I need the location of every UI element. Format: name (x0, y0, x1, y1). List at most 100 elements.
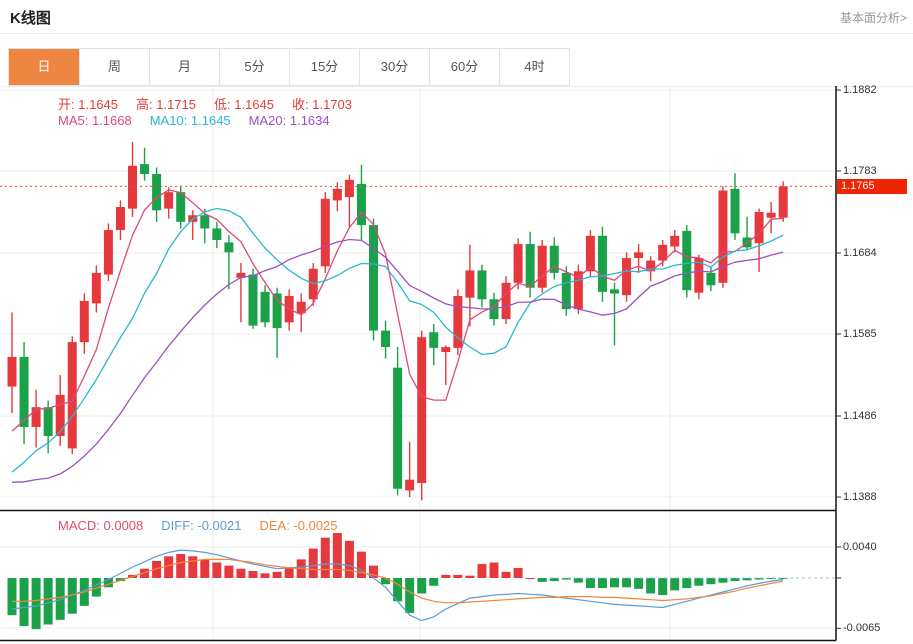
macd-bar (561, 578, 571, 580)
tab-period-2[interactable]: 月 (149, 49, 219, 85)
candle-body (766, 212, 776, 218)
candle-body (224, 242, 234, 253)
candle-body (610, 289, 619, 294)
macd-bar (573, 578, 583, 583)
ma-legend: MA5: 1.1668 MA10: 1.1645 MA20: 1.1634 (58, 113, 348, 128)
candle-body (634, 252, 644, 259)
candle-body (79, 300, 89, 343)
macd-bar (344, 540, 354, 578)
macd-bar (513, 567, 523, 578)
ohlc-legend: 开: 1.1645 高: 1.1715 低: 1.1645 收: 1.1703 (58, 94, 370, 113)
macd-bar (103, 578, 113, 588)
macd-bar (429, 578, 439, 586)
candle-body (152, 174, 162, 211)
ma-legend-item-0: MA5: 1.1668 (58, 113, 132, 128)
candle-body (754, 211, 764, 244)
candle-body (646, 260, 656, 272)
macd-bar (610, 578, 619, 588)
candle-body (200, 215, 210, 229)
macd-bar (465, 575, 475, 578)
macd-bar (19, 578, 29, 627)
tab-period-5[interactable]: 30分 (359, 49, 429, 85)
macd-bar (91, 578, 101, 597)
candle-body (67, 342, 77, 449)
macd-legend: MACD: 0.0008 DIFF: -0.0021 DEA: -0.0025 (58, 518, 356, 533)
candle-body (537, 245, 547, 288)
macd-bar (766, 578, 776, 579)
price-axis-label-5: 1.1388 (843, 491, 877, 503)
macd-bar (585, 578, 595, 589)
price-axis-label-0: 1.1882 (843, 84, 877, 96)
candle-body (55, 394, 65, 437)
macd-bar (140, 568, 150, 578)
ma-legend-item-2: MA20: 1.1634 (248, 113, 330, 128)
macd-bar (778, 578, 788, 579)
candle-body (501, 282, 511, 320)
header-divider (0, 33, 913, 34)
macd-legend-item-2: DEA: -0.0025 (259, 518, 338, 533)
tab-period-7[interactable]: 4时 (499, 49, 569, 85)
candle-body (658, 244, 668, 261)
macd-bar (453, 574, 463, 578)
tab-period-4[interactable]: 15分 (289, 49, 359, 85)
macd-bar (152, 560, 162, 578)
candle-body (260, 291, 270, 323)
candle-body (43, 407, 53, 437)
tab-period-0[interactable]: 日 (9, 49, 79, 85)
macd-bar (754, 578, 764, 580)
ohlc-legend-item-1: 高: 1.1715 (136, 97, 196, 112)
ohlc-legend-item-2: 低: 1.1645 (214, 97, 274, 112)
candle-body (320, 198, 330, 267)
candle-body (103, 230, 113, 275)
macd-axis-label-0: 0.0040 (843, 541, 877, 553)
candle-body (730, 188, 740, 234)
macd-bar (236, 568, 246, 578)
candle-body (694, 258, 704, 293)
candle-body (332, 188, 342, 201)
macd-bar (597, 578, 607, 589)
candle-body (296, 301, 306, 314)
candle-body (573, 271, 583, 310)
price-axis-label-2: 1.1684 (843, 247, 877, 259)
candle-body (236, 272, 246, 278)
candle-body (622, 258, 632, 296)
macd-bar (670, 578, 680, 591)
candle-body (381, 330, 391, 348)
macd-bar (43, 578, 53, 625)
candle-body (176, 192, 186, 222)
tab-period-3[interactable]: 5分 (219, 49, 289, 85)
macd-bar (248, 571, 258, 578)
price-axis-label-4: 1.1486 (843, 410, 877, 422)
macd-bar (549, 578, 559, 582)
macd-bar (7, 578, 17, 616)
macd-legend-item-1: DIFF: -0.0021 (161, 518, 242, 533)
ma5-line (11, 189, 784, 432)
macd-bar (525, 578, 535, 579)
macd-bar (718, 578, 728, 583)
candle-body (706, 272, 716, 286)
macd-bar (682, 578, 692, 589)
macd-axis-label-1: -0.0065 (843, 622, 881, 635)
macd-diff-line (11, 549, 784, 622)
candle-body (682, 230, 692, 291)
page-title: K线图 (10, 10, 51, 27)
tab-period-6[interactable]: 60分 (429, 49, 499, 85)
ohlc-legend-item-0: 开: 1.1645 (58, 97, 118, 112)
macd-bar (332, 533, 342, 578)
candle-body (344, 179, 354, 198)
candle-body (128, 165, 137, 209)
candle-body (19, 356, 29, 427)
price-axis-label-1: 1.1783 (843, 165, 877, 177)
candle-body (549, 245, 559, 273)
macd-bar (115, 578, 125, 582)
tab-period-1[interactable]: 周 (79, 49, 149, 85)
fundamental-analysis-link[interactable]: 基本面分析> (839, 11, 907, 25)
macd-bar (417, 578, 427, 594)
candle-body (670, 235, 680, 247)
candle-body (164, 192, 174, 209)
macd-bar (55, 578, 65, 620)
macd-bar (634, 578, 644, 589)
macd-bar (200, 559, 210, 578)
macd-bar (501, 571, 511, 578)
